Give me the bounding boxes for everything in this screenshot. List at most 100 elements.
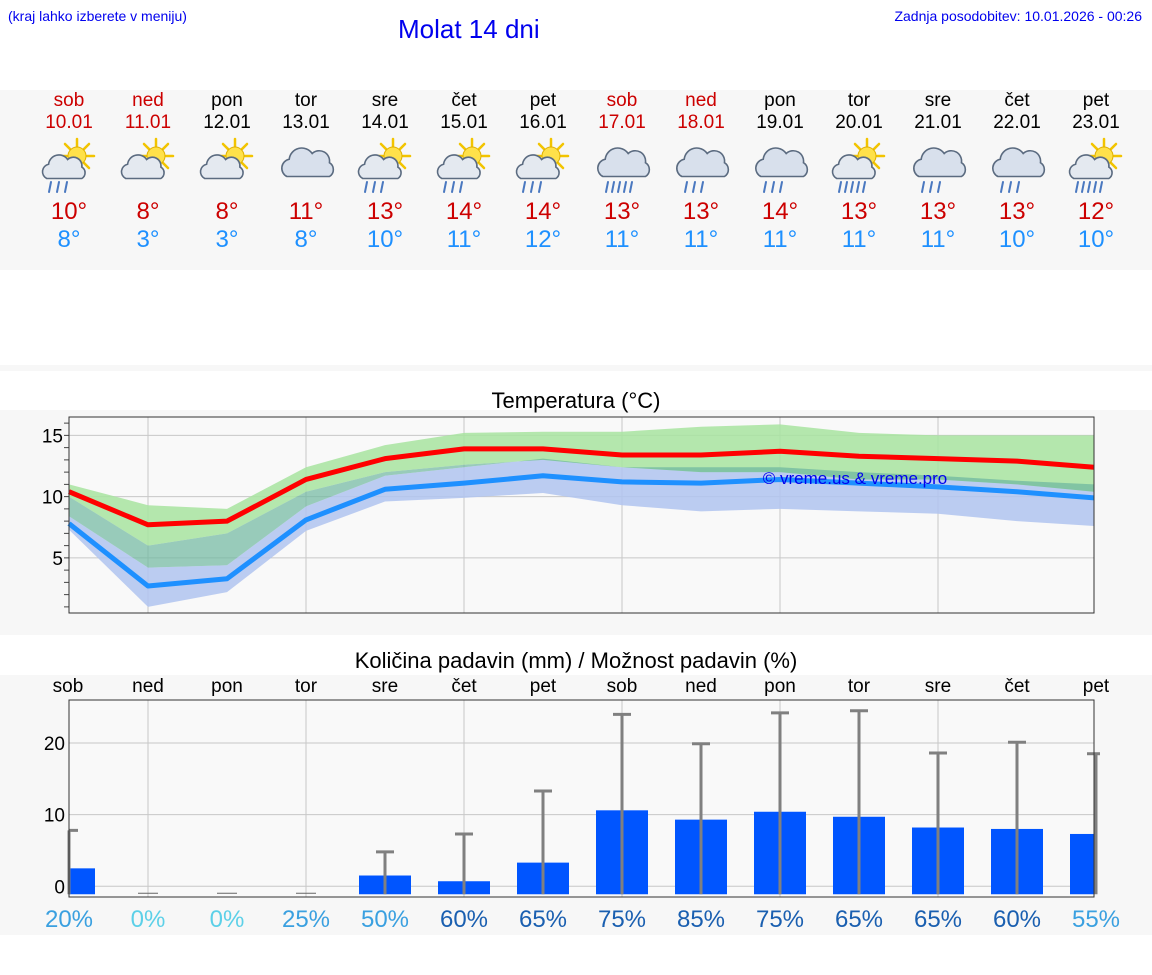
day-column: pet 23.01 12° 10° <box>1056 90 1136 254</box>
sun-cloud-heavy-rain-icon <box>1068 137 1123 193</box>
day-date: 22.01 <box>993 112 1041 133</box>
max-temperature: 12° <box>1077 198 1115 225</box>
rain-drop <box>605 181 609 193</box>
sun-ray <box>161 161 170 170</box>
cloud-shape <box>357 154 402 180</box>
range-overlap-band <box>69 458 1094 568</box>
day-date: 15.01 <box>440 112 488 133</box>
cloud-shape <box>120 154 165 180</box>
sun-ray <box>1109 142 1118 151</box>
day-date: 17.01 <box>598 112 646 133</box>
day-name: ned <box>685 90 717 111</box>
precip-chance-label: 65% <box>835 906 883 933</box>
day-column: sob 10.01 10° 8° <box>29 90 109 254</box>
cloud-shape <box>515 154 560 180</box>
daily-forecast-strip: sob 10.01 10° 8° ned 11.01 8° 3° pon 12.01 8° 3° tor… <box>0 90 1152 270</box>
sun-cloud-icon <box>199 137 254 180</box>
rain-drop <box>1087 181 1091 193</box>
day-date: 13.01 <box>282 112 330 133</box>
max-temperature: 13° <box>840 198 878 225</box>
min-temperature: 11° <box>920 226 956 253</box>
y-tick-label: 15 <box>42 426 63 447</box>
rain-drop <box>1093 181 1097 193</box>
day-column: ned 18.01 13° 11° <box>661 90 741 254</box>
cloud-heavy-rain-icon <box>597 147 651 193</box>
temperature-chart-title: Temperatura (°C) <box>491 388 661 413</box>
rain-drop <box>700 181 704 193</box>
y-tick-label: 10 <box>42 488 63 509</box>
precip-chance-label: 60% <box>993 906 1041 933</box>
rain-drop <box>1008 181 1012 193</box>
precip-chance-label: 55% <box>1072 906 1120 933</box>
day-name: sob <box>53 90 85 111</box>
precip-chance-label: 75% <box>598 906 646 933</box>
sun-ray <box>379 142 388 151</box>
rain-drop <box>929 181 933 193</box>
sun-ray <box>458 142 467 151</box>
max-temperature: 10° <box>50 198 88 225</box>
precip-chance-label: 85% <box>677 906 725 933</box>
cloud-shape <box>436 154 481 180</box>
cloud-outline <box>281 147 335 178</box>
cloud-shape <box>913 147 967 178</box>
min-temperature: 11° <box>683 226 719 253</box>
rain-drop <box>538 181 542 193</box>
day-name: čet <box>1004 90 1030 111</box>
rain-drop <box>530 181 534 193</box>
sun-ray <box>872 161 881 170</box>
cloud-shape <box>281 147 335 178</box>
rain-drop <box>862 181 866 193</box>
sun-ray <box>398 161 407 170</box>
min-temperature-range-band <box>69 458 1094 607</box>
max-temperature: 14° <box>524 198 562 225</box>
day-name: pon <box>211 90 243 111</box>
rain-drop <box>779 181 783 193</box>
cloud-outline <box>515 154 560 180</box>
cloud-outline <box>120 154 165 180</box>
rain-drop <box>692 181 696 193</box>
cloud-outline <box>831 154 876 180</box>
page-title: Molat 14 dni <box>398 14 540 44</box>
cloud-outline <box>913 147 967 178</box>
max-temperature: 13° <box>366 198 404 225</box>
min-temperature: 10° <box>998 226 1036 253</box>
cloud-outline <box>992 147 1046 178</box>
sun-cloud-icon <box>120 137 175 180</box>
rain-drop <box>623 181 627 193</box>
sun-ray <box>240 161 249 170</box>
rain-drop <box>937 181 941 193</box>
day-name: čet <box>451 90 477 111</box>
max-temperature: 13° <box>682 198 720 225</box>
rain-drop <box>771 181 775 193</box>
sun-cloud-heavy-rain-icon <box>831 137 886 193</box>
day-column: pon 12.01 8° 3° <box>187 90 267 254</box>
rain-drop <box>850 181 854 193</box>
sun-ray <box>142 142 151 151</box>
min-temperature: 10° <box>366 226 404 253</box>
precip-bar <box>1070 833 1094 895</box>
min-temperature: 8° <box>294 226 318 253</box>
day-name: pet <box>529 90 557 111</box>
cloud-shape <box>676 147 730 178</box>
cloud-rain-icon <box>992 147 1046 193</box>
day-column: tor 13.01 11° 8° <box>266 90 346 254</box>
category-label: tor <box>295 676 318 697</box>
precipitation-chart: sob ned pon tor sre čet pet sob ned pon tor sre čet p… <box>44 676 1120 933</box>
cloud-shape <box>755 147 809 178</box>
category-label: sob <box>607 676 638 697</box>
day-date: 10.01 <box>45 112 93 133</box>
day-name: sre <box>924 90 952 111</box>
max-temperature: 13° <box>603 198 641 225</box>
cloud-shape <box>597 147 651 178</box>
cloud-outline <box>357 154 402 180</box>
cloud-shape <box>41 154 86 180</box>
day-date: 12.01 <box>203 112 251 133</box>
rain-drop <box>763 181 767 193</box>
sun-ray <box>82 142 91 151</box>
rain-drop <box>380 181 384 193</box>
sun-ray <box>221 142 230 151</box>
sun-ray <box>853 142 862 151</box>
watermark: © vreme.us & vreme.pro <box>763 469 947 488</box>
day-name: ned <box>132 90 164 111</box>
rain-drop <box>1081 181 1085 193</box>
